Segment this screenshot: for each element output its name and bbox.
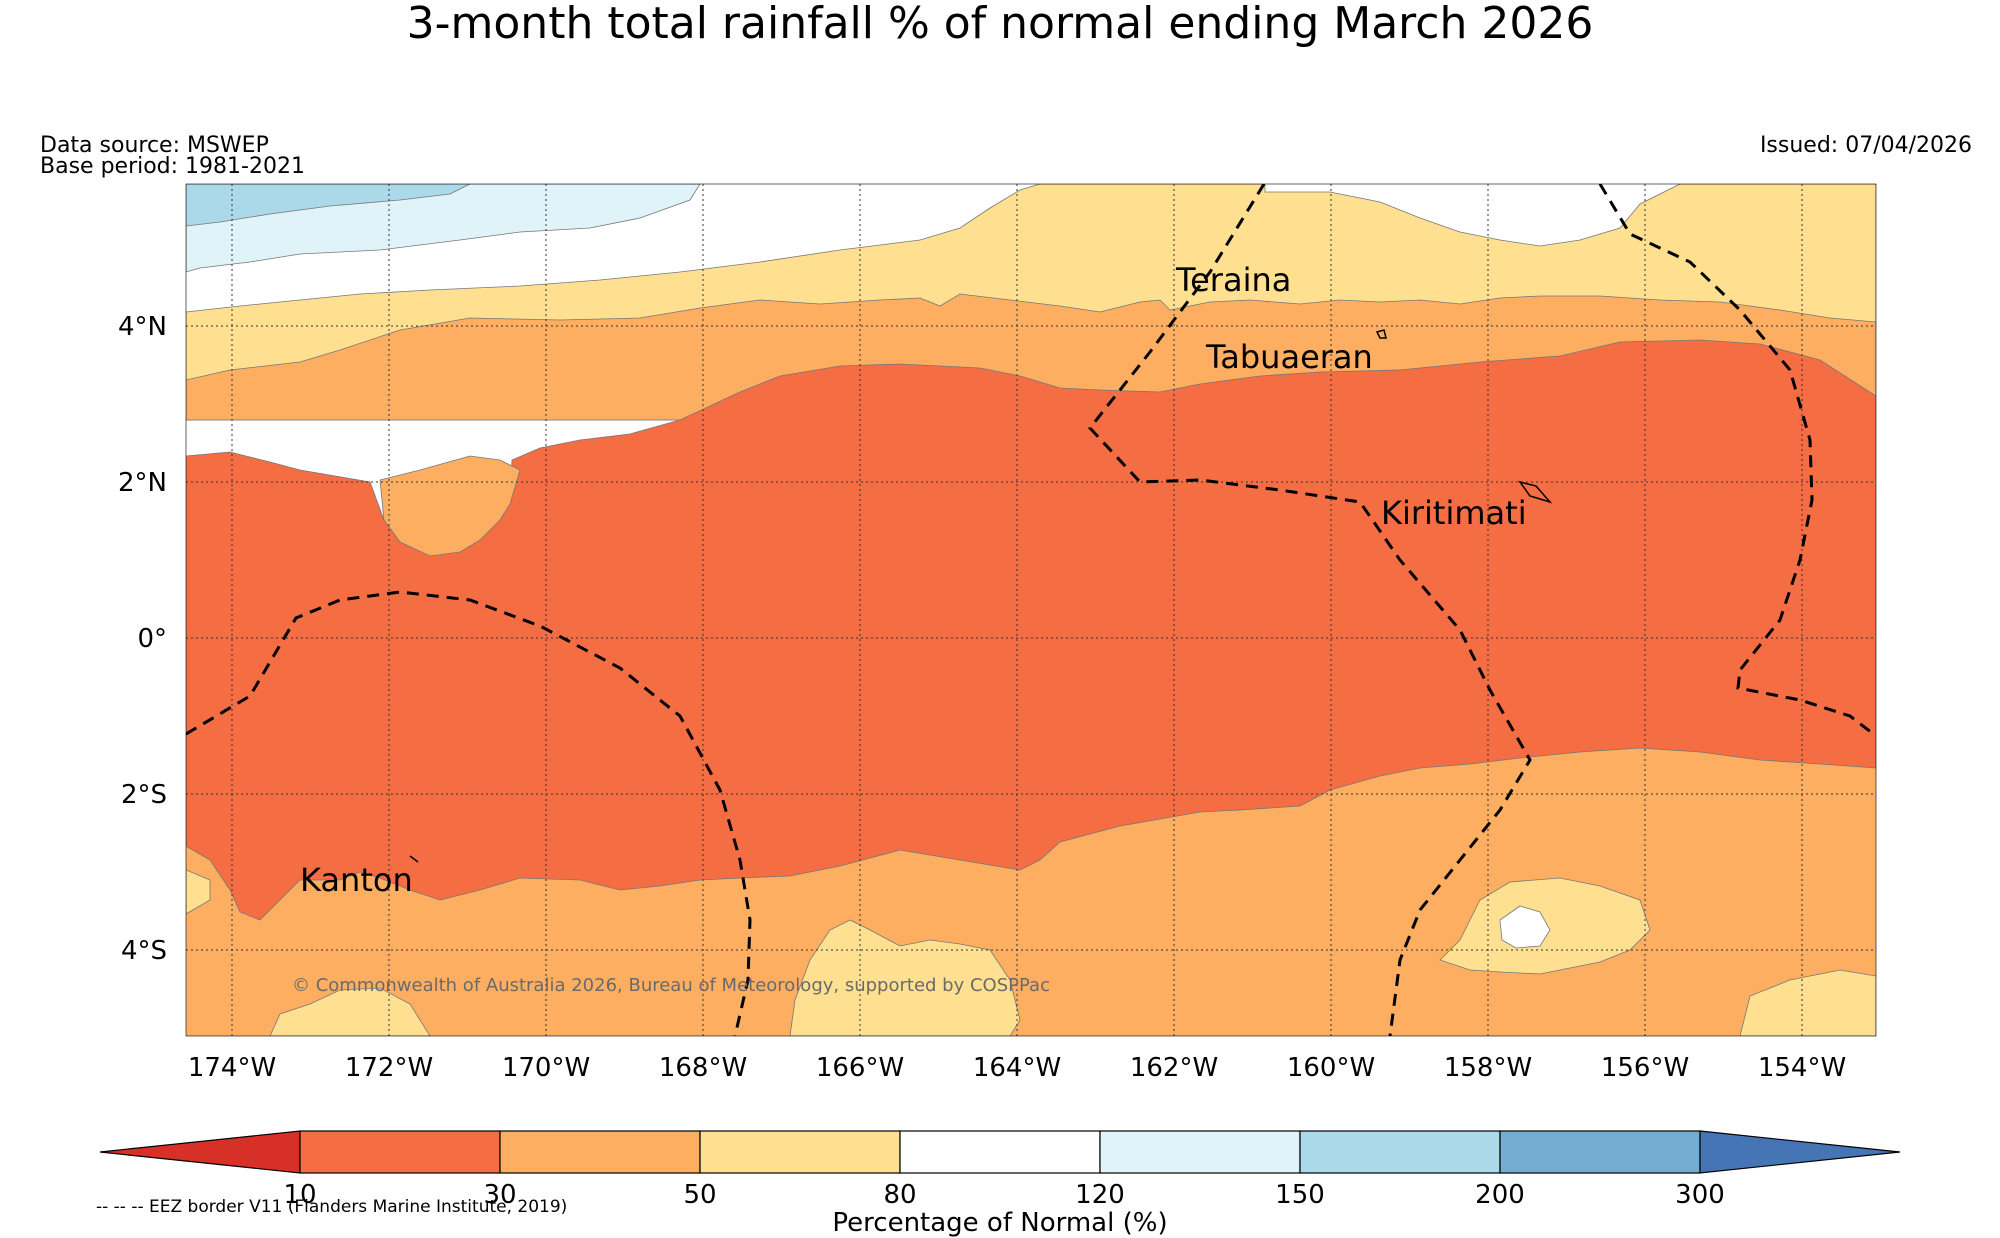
longitude-labels: 174°W 172°W 170°W 168°W 166°W 164°W 162°… — [188, 1053, 1846, 1083]
colorbar-segment — [299, 1130, 501, 1174]
colorbar-tick-label: 10 — [283, 1180, 316, 1210]
colorbar-high-extension — [1699, 1130, 1901, 1174]
region-30-50-lobe — [379, 455, 521, 557]
lon-label: 168°W — [659, 1053, 747, 1083]
base-period-text: Base period: 1981-2021 — [40, 154, 305, 179]
lon-label: 158°W — [1444, 1053, 1532, 1083]
place-label-tabuaeran: Tabuaeran — [1205, 338, 1373, 376]
map-frame — [185, 183, 1877, 1037]
colorbar-segment — [699, 1130, 901, 1174]
lon-label: 174°W — [188, 1053, 276, 1083]
colorbar — [99, 1130, 1901, 1174]
island-outlines — [409, 329, 1553, 863]
place-label-teraina: Teraina — [1175, 261, 1291, 299]
eez-footnote: -- -- -- EEZ border V11 (Flanders Marine… — [96, 1197, 568, 1217]
colorbar-tick-label: 300 — [1675, 1180, 1725, 1210]
colorbar-tick-label: 50 — [683, 1180, 716, 1210]
place-label-kiritimati: Kiritimati — [1381, 494, 1527, 532]
issued-date-text: Issued: 07/04/2026 — [1759, 133, 1972, 158]
place-label-kanton: Kanton — [300, 861, 413, 899]
region-50-80-south-far-east — [1739, 969, 1876, 1036]
copyright-text: © Commonwealth of Australia 2026, Bureau… — [292, 975, 1050, 996]
lat-label: 4°N — [118, 312, 167, 342]
region-10-30-main — [186, 339, 1876, 921]
region-50-80-south-west — [186, 869, 431, 1036]
region-50-80-south-mid — [789, 919, 1021, 1036]
latitude-labels: 4°N 2°N 0° 2°S 4°S — [118, 312, 167, 966]
colorbar-segment — [899, 1130, 1101, 1174]
colorbar-tick-label: 120 — [1075, 1180, 1125, 1210]
lon-label: 160°W — [1287, 1053, 1375, 1083]
lon-label: 170°W — [502, 1053, 590, 1083]
lon-label: 162°W — [1130, 1053, 1218, 1083]
colorbar-tick-label: 150 — [1275, 1180, 1325, 1210]
rainfall-map-area — [186, 184, 1876, 1036]
colorbar-tick-label: 200 — [1475, 1180, 1525, 1210]
lon-label: 166°W — [816, 1053, 904, 1083]
colorbar-segment — [1499, 1130, 1701, 1174]
colorbar-segment — [1099, 1130, 1301, 1174]
colorbar-tick-label: 30 — [483, 1180, 516, 1210]
lon-label: 172°W — [345, 1053, 433, 1083]
colorbar-segment — [499, 1130, 701, 1174]
lat-label: 2°N — [118, 468, 167, 498]
lon-label: 156°W — [1601, 1053, 1689, 1083]
lat-label: 2°S — [121, 780, 167, 810]
figure-title: 3-month total rainfall % of normal endin… — [406, 0, 1594, 49]
colorbar-segment — [1299, 1130, 1501, 1174]
region-200-300-north — [186, 184, 471, 227]
lat-label: 0° — [137, 624, 167, 654]
lon-label: 154°W — [1758, 1053, 1846, 1083]
colorbar-ticks: 10 30 50 80 120 150 200 300 — [283, 1180, 1724, 1210]
lon-label: 164°W — [973, 1053, 1061, 1083]
eez-borders — [186, 184, 1876, 1036]
colorbar-low-extension — [99, 1130, 301, 1174]
data-source-text: Data source: MSWEP — [40, 133, 269, 158]
colorbar-tick-label: 80 — [883, 1180, 916, 1210]
graticule — [186, 184, 1876, 1036]
lat-label: 4°S — [121, 936, 167, 966]
